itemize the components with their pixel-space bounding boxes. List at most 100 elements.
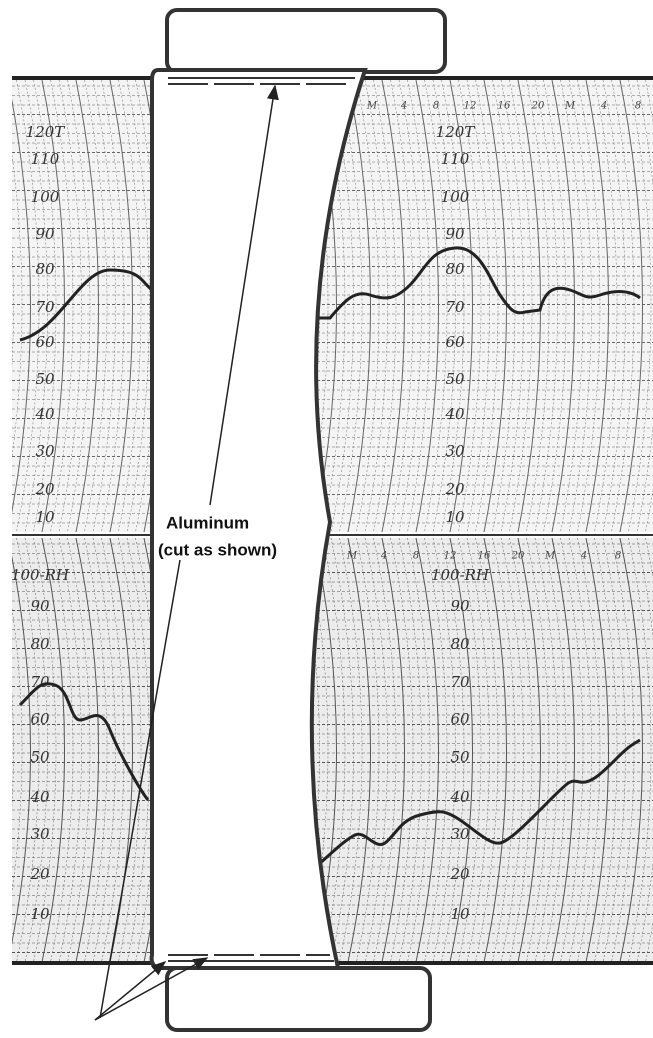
grid-arc	[67, 80, 91, 532]
hour-label: 8	[615, 551, 621, 562]
grid-arc	[364, 538, 388, 962]
grid-arc	[475, 538, 499, 962]
grid-arc	[364, 80, 388, 532]
grid-arc	[12, 691, 14, 809]
grid-arc	[407, 80, 431, 532]
grid-arc	[560, 80, 584, 532]
scale-label: 30	[35, 442, 55, 460]
scale-label: 40	[34, 405, 55, 423]
scale-label: 90	[450, 597, 470, 615]
scale-label: 10	[30, 905, 50, 923]
grid-arc	[118, 80, 142, 532]
grid-arc	[619, 80, 643, 532]
grid-arc	[12, 98, 31, 514]
scale-label: 30	[30, 825, 50, 843]
top-tab	[165, 8, 447, 74]
grid-arc	[407, 538, 431, 962]
grid-arc	[534, 80, 558, 532]
upper-grid	[12, 80, 653, 532]
grid-arc	[50, 538, 74, 962]
hour-label: 8	[433, 101, 439, 112]
grid-arc	[84, 80, 108, 532]
scale-label: 100	[441, 188, 470, 206]
bottom-tab	[165, 966, 432, 1032]
scale-label: 50	[450, 748, 470, 766]
grid-arc	[509, 80, 533, 532]
grid-arc	[24, 538, 48, 962]
grid-arc	[12, 555, 31, 945]
hour-label: 12	[444, 551, 457, 562]
scale-label: 20	[444, 480, 465, 498]
scale-label: 60	[445, 333, 465, 351]
scale-label: 80	[35, 260, 55, 278]
grid-arc	[560, 538, 584, 962]
grid-arc	[16, 80, 40, 532]
grid-arc	[356, 80, 380, 532]
callout-line: Aluminum	[166, 513, 249, 532]
trace	[305, 246, 641, 320]
hour-label: 4	[380, 551, 387, 562]
hour-label: 4	[400, 101, 407, 112]
grid-arc	[585, 538, 609, 962]
scale-label: 10	[450, 905, 470, 923]
trace	[19, 268, 153, 342]
grid-arc	[339, 80, 363, 532]
grid-arc	[577, 538, 601, 962]
hour-label: 16	[498, 101, 511, 112]
grid-arc	[33, 80, 57, 532]
leader	[99, 559, 181, 1019]
grid-arc	[449, 538, 473, 962]
trace	[317, 738, 641, 867]
hour-label: M	[346, 551, 358, 562]
grid-arc	[432, 80, 456, 532]
scale-label: 10	[445, 508, 465, 526]
grid-arc	[526, 80, 550, 532]
grid-arc	[517, 538, 541, 962]
grid-arc	[58, 538, 82, 962]
scale-label: 40	[449, 788, 470, 806]
hour-label: M	[544, 551, 556, 562]
grid-arc	[594, 80, 618, 532]
grid-arc	[534, 538, 558, 962]
grid-arc	[526, 538, 550, 962]
aluminum-strip	[149, 68, 368, 970]
arrow	[209, 84, 279, 506]
scale-label: 80	[445, 260, 465, 278]
scale-label: 80	[30, 635, 50, 653]
scale-label: 90	[35, 225, 55, 243]
grid-arc	[415, 80, 439, 532]
grid-arc	[322, 80, 346, 532]
grid-arc	[12, 607, 23, 893]
grid-arc	[67, 538, 91, 962]
grid-arc	[75, 80, 99, 532]
grid-arc	[118, 538, 142, 962]
hour-label: 4	[580, 551, 587, 562]
grid-arc	[636, 538, 653, 962]
hour-label: 16	[478, 551, 491, 562]
grid-arc	[611, 538, 635, 962]
grid-arc	[568, 80, 592, 532]
scale-label: 70	[35, 298, 55, 316]
scale-label: 50	[445, 370, 465, 388]
grid-arc	[84, 538, 108, 962]
scale-label: 100	[31, 188, 60, 206]
hour-label: 12	[464, 101, 477, 112]
grid-arc	[441, 538, 465, 962]
grid-arc	[24, 80, 48, 532]
grid-arc	[500, 538, 524, 962]
scale-label: 30	[450, 825, 470, 843]
grid-arc	[500, 80, 524, 532]
grid-arc	[424, 80, 448, 532]
scale-label: 20	[449, 865, 470, 883]
grid-arc	[568, 538, 592, 962]
scale-label: 90	[445, 225, 465, 243]
grid-arc	[611, 80, 635, 532]
scale-label: 90	[30, 597, 50, 615]
traces	[18, 246, 641, 867]
grid-arc	[330, 80, 354, 532]
scale-label: 40	[29, 788, 50, 806]
trace	[18, 682, 150, 801]
grid-arc	[92, 538, 116, 962]
scale-label: 60	[35, 333, 55, 351]
hour-label: M	[564, 101, 576, 112]
